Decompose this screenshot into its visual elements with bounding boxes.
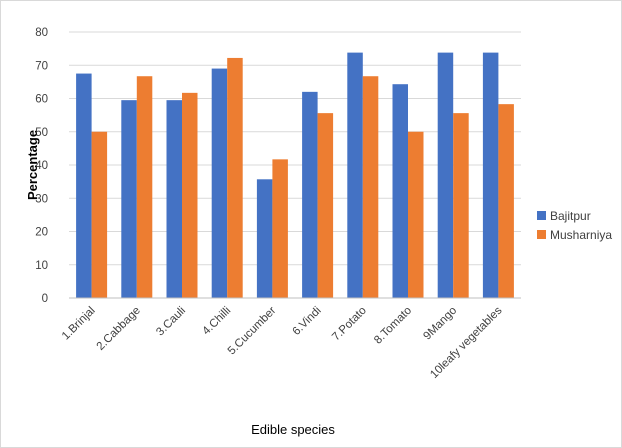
bar-musharniya-6 <box>317 113 334 298</box>
bar-bajitpur-6 <box>302 91 318 298</box>
x-tick-label: 1.Brinjal <box>60 305 98 343</box>
bar-bajitpur-8 <box>392 84 408 298</box>
y-tick-label: 20 <box>35 227 48 239</box>
legend-label-musharniya: Musharniya <box>550 228 612 242</box>
y-tick-label: 30 <box>35 193 48 205</box>
bar-bajitpur-2 <box>121 100 137 298</box>
bar-musharniya-3 <box>182 92 198 298</box>
x-tick-label: 2.Cabbage <box>95 305 143 353</box>
y-tick-label: 50 <box>35 127 48 139</box>
y-tick-label: 10 <box>35 260 48 272</box>
x-tick-label: 7.Potato <box>330 305 369 344</box>
x-tick-label: 6.Vindi <box>291 305 324 338</box>
bar-bajitpur-7 <box>347 52 363 298</box>
legend-label-bajitpur: Bajitpur <box>550 209 591 223</box>
y-axis-title: Percentage <box>25 130 40 200</box>
bar-bajitpur-4 <box>211 68 228 298</box>
y-axis-ticks: 0 10 20 30 40 50 60 70 80 <box>35 27 48 305</box>
x-tick-label: 5.Cucumber <box>226 305 279 358</box>
bar-bajitpur-1 <box>76 73 92 298</box>
y-tick-label: 60 <box>35 94 48 106</box>
bar-musharniya-10 <box>498 104 514 298</box>
bar-bajitpur-9 <box>437 52 454 298</box>
bar-musharniya-1 <box>91 131 108 298</box>
legend-swatch-bajitpur <box>537 211 546 220</box>
bar-musharniya-4 <box>227 57 243 299</box>
bar-bajitpur-10 <box>482 52 499 298</box>
x-tick-label: 3.Cauli <box>154 305 188 339</box>
bar-bajitpur-3 <box>166 100 182 298</box>
bar-musharniya-7 <box>362 76 379 298</box>
x-tick-label: 4.Chilli <box>200 305 233 338</box>
x-tick-label: 8.Tomato <box>372 305 414 347</box>
y-tick-label: 70 <box>35 60 48 72</box>
y-tick-label: 0 <box>42 293 48 305</box>
legend: Bajitpur Musharniya <box>537 209 612 242</box>
bar-musharniya-2 <box>136 76 153 298</box>
y-tick-label: 40 <box>35 160 48 172</box>
bar-musharniya-5 <box>272 159 288 298</box>
x-axis-title: Edible species <box>251 422 335 437</box>
bars <box>76 52 514 299</box>
bar-musharniya-8 <box>408 131 424 298</box>
legend-swatch-musharniya <box>537 230 546 239</box>
y-tick-label: 80 <box>35 27 48 39</box>
bar-bajitpur-5 <box>256 179 273 298</box>
bar-musharniya-9 <box>453 113 469 298</box>
x-tick-label: 9Mango <box>421 305 459 343</box>
